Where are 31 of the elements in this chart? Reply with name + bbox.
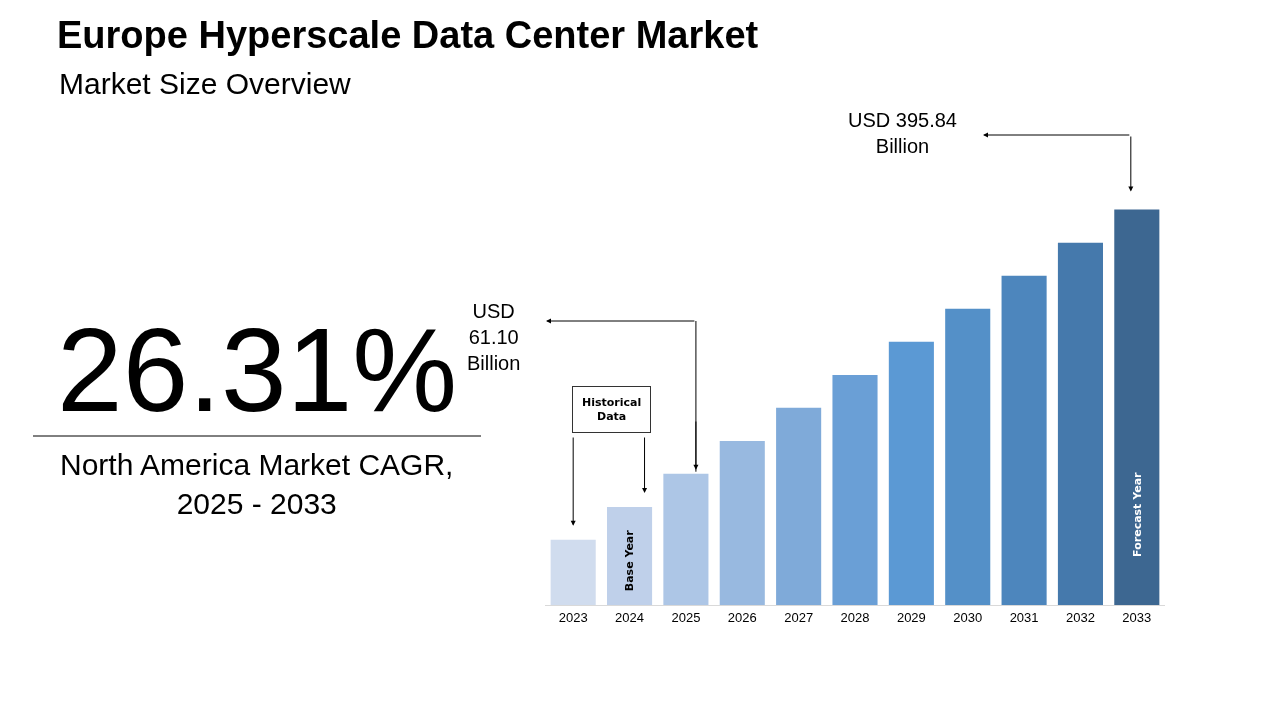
- x-tick-label: 2024: [615, 609, 645, 625]
- x-tick-label: 2032: [1065, 609, 1095, 625]
- bar: [719, 440, 765, 605]
- bar: [607, 506, 653, 605]
- bar: [663, 473, 709, 605]
- x-tick-label: 2033: [1122, 609, 1152, 625]
- bar: [1057, 242, 1103, 605]
- annotation: Base Year: [622, 529, 636, 592]
- x-tick-label: 2028: [840, 609, 870, 625]
- x-tick-label: 2030: [953, 609, 983, 625]
- text: 26.31%: [57, 304, 458, 436]
- bar: [550, 539, 596, 605]
- bar: [832, 374, 878, 605]
- x-tick-label: 2023: [558, 609, 588, 625]
- x-tick-label: 2031: [1009, 609, 1039, 625]
- text: USD 395.84 Billion: [848, 109, 957, 157]
- annotation: Forecast Year: [1130, 471, 1144, 557]
- bar: [776, 407, 822, 605]
- x-tick-label: 2026: [727, 609, 757, 625]
- chart-title: Europe Hyperscale Data Center Market: [57, 14, 759, 56]
- bar: [1001, 275, 1047, 605]
- x-tick-label: 2027: [784, 609, 814, 625]
- x-tick-label: 2025: [671, 609, 701, 625]
- annotation: Historical Data: [582, 396, 642, 424]
- text: North America Market CAGR, 2025 - 2033: [60, 448, 454, 520]
- bar: [1114, 209, 1160, 605]
- text: Market Size Overview: [59, 67, 352, 100]
- bar: [888, 341, 934, 605]
- text: USD 61.10 Billion: [467, 300, 521, 374]
- bar: [945, 308, 991, 605]
- x-tick-label: 2029: [896, 609, 926, 625]
